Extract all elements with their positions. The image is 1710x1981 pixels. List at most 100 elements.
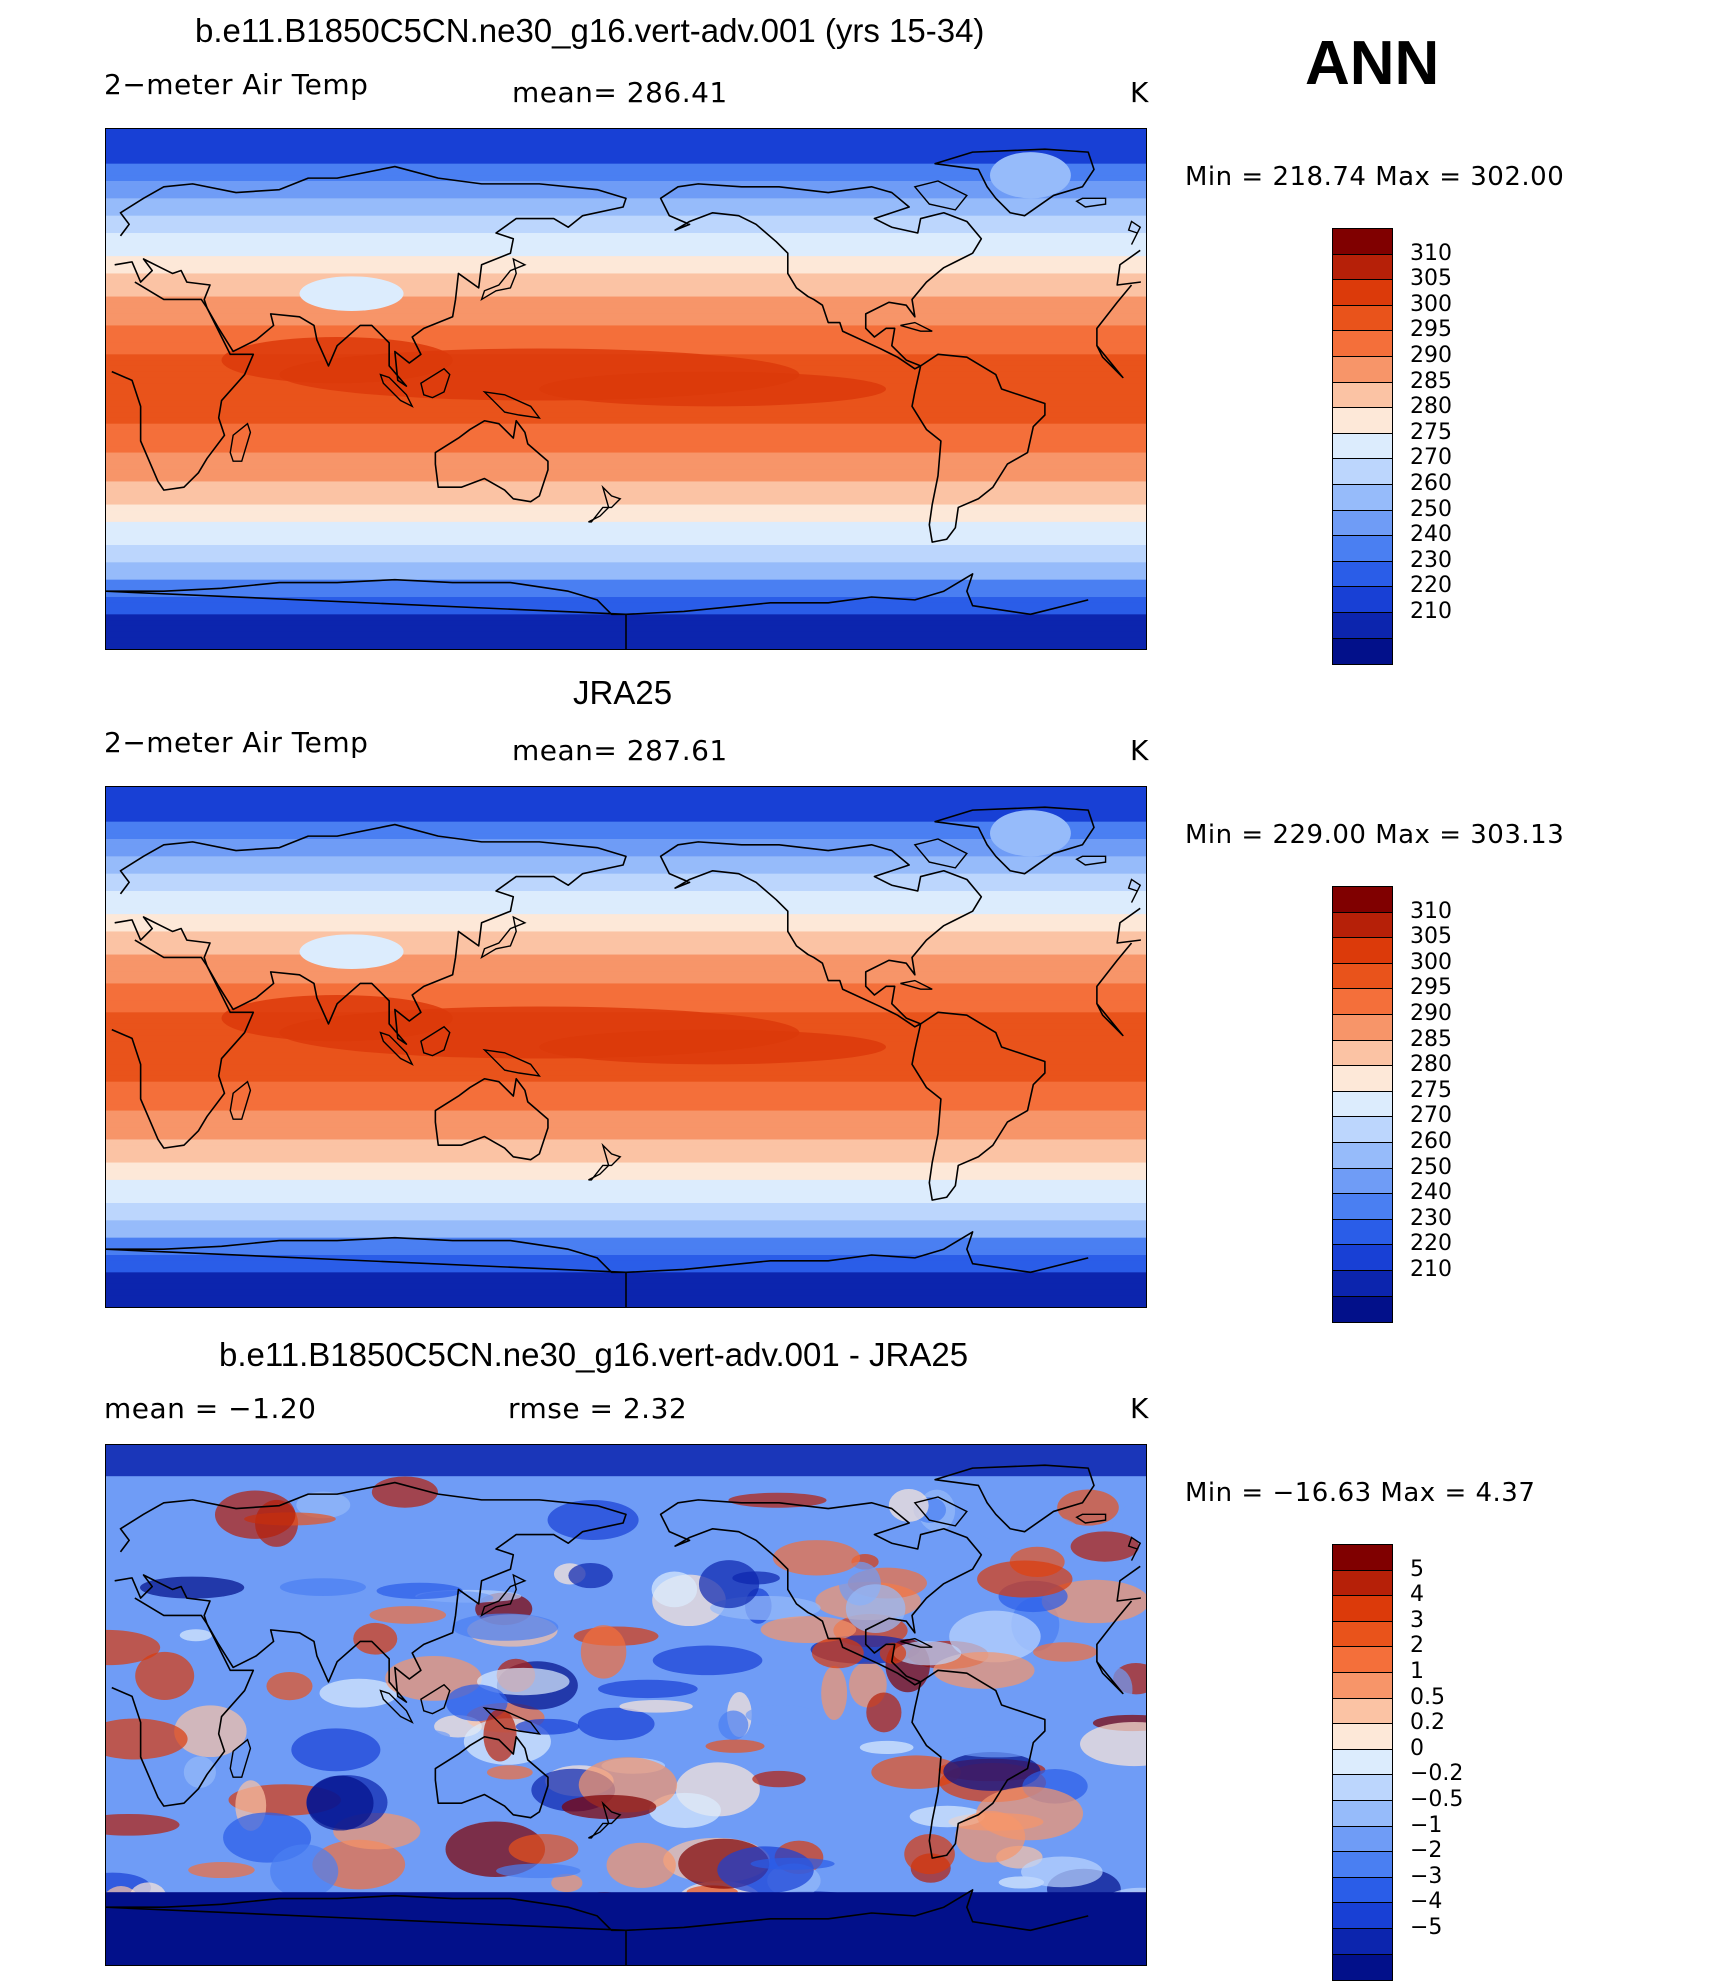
difference-region bbox=[845, 1584, 906, 1634]
difference-region bbox=[949, 1610, 1041, 1663]
panel-1-min-max: Min = 218.74 Max = 302.00 bbox=[1185, 162, 1565, 192]
colorbar-tick-label: 290 bbox=[1410, 343, 1452, 368]
temperature-band bbox=[106, 896, 1146, 904]
colorbar-swatch bbox=[1333, 1194, 1392, 1220]
colorbar-box bbox=[1332, 886, 1393, 1324]
temperature-band bbox=[106, 1099, 1146, 1106]
temperature-band bbox=[106, 839, 1146, 846]
coastline-japan bbox=[480, 1573, 527, 1618]
coastline-australia bbox=[434, 1735, 549, 1819]
temperature-band bbox=[106, 1127, 1146, 1135]
panel-1-units: K bbox=[1130, 76, 1149, 109]
temperature-band bbox=[106, 1139, 1146, 1146]
temperature-band bbox=[106, 429, 1146, 436]
coastline-uk bbox=[1127, 878, 1142, 903]
coastline-samerica bbox=[911, 1669, 1046, 1859]
temperature-band bbox=[106, 181, 1146, 188]
temperature-band bbox=[106, 1145, 1146, 1152]
colorbar-tick-label: 230 bbox=[1410, 1205, 1452, 1231]
temperature-band bbox=[106, 267, 1146, 274]
coastline-africa bbox=[111, 281, 1133, 491]
temperature-band bbox=[106, 1168, 1146, 1175]
temperature-band bbox=[106, 140, 1146, 147]
colorbar-tick-label: 2 bbox=[1410, 1633, 1424, 1659]
temperature-band bbox=[106, 931, 1146, 938]
difference-region bbox=[752, 1770, 806, 1788]
colorbar-tick-label: 240 bbox=[1410, 522, 1452, 548]
temperature-band bbox=[106, 1162, 1146, 1169]
temperature-band bbox=[106, 1243, 1146, 1250]
temperature-band bbox=[106, 296, 1146, 303]
temperature-band bbox=[106, 198, 1146, 205]
coastline-namerica bbox=[659, 841, 983, 1028]
panel-3-title: b.e11.B1850C5CN.ne30_g16.vert-adv.001 - … bbox=[219, 1336, 969, 1373]
temperature-band bbox=[106, 579, 1146, 586]
difference-region bbox=[486, 1765, 533, 1780]
warm-pool-region bbox=[221, 995, 453, 1042]
temperature-band bbox=[106, 545, 1146, 552]
temperature-band bbox=[106, 1075, 1146, 1083]
difference-region bbox=[866, 1692, 902, 1733]
temperature-band bbox=[106, 1064, 1146, 1071]
difference-region bbox=[369, 1606, 447, 1624]
panel-2-units: K bbox=[1130, 734, 1149, 767]
colorbar-swatch bbox=[1333, 229, 1392, 255]
difference-region bbox=[551, 1873, 583, 1893]
colorbar-tick-label: −5 bbox=[1410, 1915, 1443, 1940]
coastline-namerica bbox=[659, 183, 983, 370]
temperature-band bbox=[106, 1266, 1146, 1273]
temperature-band bbox=[106, 914, 1146, 921]
temperature-band bbox=[106, 412, 1146, 419]
coastline-baffin bbox=[913, 1496, 968, 1527]
difference-region bbox=[183, 1756, 216, 1788]
temperature-band bbox=[106, 608, 1146, 615]
colorbar-swatch bbox=[1333, 459, 1392, 485]
colorbar-swatch bbox=[1333, 408, 1392, 434]
panel-3-map bbox=[105, 1444, 1147, 1966]
difference-region bbox=[888, 1489, 929, 1522]
temperature-band bbox=[106, 960, 1146, 967]
difference-region bbox=[728, 1492, 827, 1508]
map-canvas bbox=[106, 129, 1146, 649]
temperature-band bbox=[106, 1081, 1146, 1088]
panel-3-rmse-label: rmse = 2.32 bbox=[508, 1392, 688, 1425]
temperature-band bbox=[106, 435, 1146, 442]
panel-1-map bbox=[105, 128, 1147, 650]
colorbar-swatch bbox=[1333, 1954, 1392, 1981]
colorbar-tick-label: −3 bbox=[1410, 1863, 1443, 1889]
colorbar-tick-label: 300 bbox=[1410, 949, 1452, 975]
temperature-band bbox=[106, 273, 1146, 280]
colorbar-tick-label: 5 bbox=[1410, 1556, 1424, 1582]
coastline-eurasia bbox=[114, 165, 1142, 387]
temperature-band bbox=[106, 1203, 1146, 1210]
difference-region bbox=[652, 1645, 763, 1676]
difference-region bbox=[106, 1813, 180, 1836]
difference-region bbox=[760, 1616, 857, 1644]
coastline-greenland bbox=[934, 148, 1095, 217]
colorbar-tick-label: 280 bbox=[1410, 394, 1452, 420]
coastline-sumatra bbox=[379, 1031, 414, 1066]
colorbar-swatch bbox=[1333, 382, 1392, 409]
colorbar-swatch bbox=[1333, 1928, 1392, 1955]
difference-region bbox=[477, 1667, 570, 1696]
temperature-band bbox=[106, 527, 1146, 534]
coastline-newguinea bbox=[482, 1048, 541, 1077]
colorbar-tick-label: 275 bbox=[1410, 419, 1452, 445]
temperature-band bbox=[106, 1116, 1146, 1123]
coastline-uk bbox=[1127, 220, 1142, 245]
temperature-band bbox=[106, 238, 1146, 246]
difference-region bbox=[745, 1705, 816, 1726]
colorbar-swatch bbox=[1333, 561, 1392, 588]
temperature-band bbox=[106, 908, 1146, 915]
temperature-band bbox=[106, 591, 1146, 598]
difference-region bbox=[291, 1728, 381, 1772]
temperature-band bbox=[106, 873, 1146, 880]
difference-region bbox=[452, 1613, 559, 1641]
coastline-newguinea bbox=[482, 1706, 541, 1735]
temperature-band bbox=[106, 469, 1146, 477]
temperature-band bbox=[106, 925, 1146, 932]
colorbar-swatch bbox=[1333, 612, 1392, 639]
temperature-band bbox=[106, 129, 1146, 136]
difference-region bbox=[135, 1651, 195, 1700]
colorbar-swatch bbox=[1333, 1877, 1392, 1904]
